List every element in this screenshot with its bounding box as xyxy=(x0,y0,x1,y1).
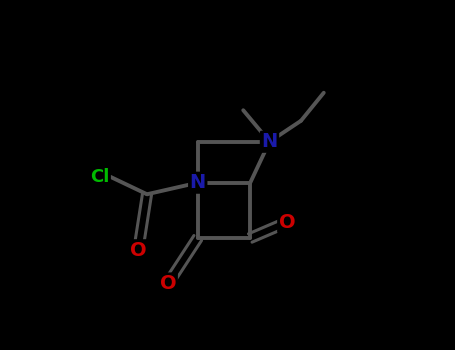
Text: N: N xyxy=(190,173,206,192)
Text: O: O xyxy=(130,241,147,260)
Text: Cl: Cl xyxy=(90,168,110,186)
Text: O: O xyxy=(278,213,295,232)
Text: N: N xyxy=(261,132,278,151)
Text: O: O xyxy=(160,274,177,293)
